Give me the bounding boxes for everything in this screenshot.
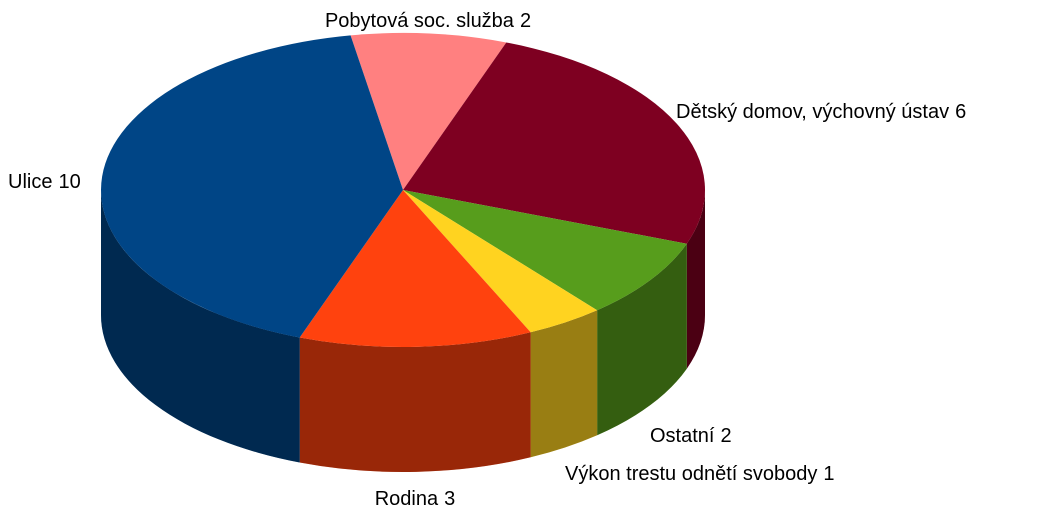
slice <box>350 32 507 190</box>
slice <box>299 190 531 347</box>
slice-label-value: 3 <box>444 488 455 510</box>
slice-label-value: 10 <box>58 171 80 193</box>
slice-label: Dětský domov, výchovný ústav 6 <box>676 101 966 123</box>
slice <box>403 42 705 244</box>
slice-side-shade <box>530 310 598 458</box>
slice <box>403 190 598 333</box>
slice <box>100 35 403 338</box>
slice-side-shade <box>597 243 687 436</box>
slice-label-value: 2 <box>720 425 731 447</box>
slice-label-name: Výkon trestu odnětí svobody <box>565 463 817 485</box>
slice-label: Rodina 3 <box>375 488 456 510</box>
slice-label: Ostatní 2 <box>650 425 732 447</box>
slice-side-shade <box>299 332 531 472</box>
slice-label-name: Ostatní <box>650 425 715 447</box>
slice-side <box>597 243 687 436</box>
slice-label: Ulice 10 <box>8 171 81 193</box>
slice-side <box>530 310 598 458</box>
slice-label: Výkon trestu odnětí svobody 1 <box>565 463 835 485</box>
slice-label-value: 1 <box>823 463 834 485</box>
slice-side <box>299 332 531 472</box>
slice-label-value: 6 <box>955 101 966 123</box>
slice-label-name: Dětský domov, výchovný ústav <box>676 101 949 123</box>
slice-side <box>101 190 300 463</box>
slice-side <box>686 190 705 369</box>
slice-side-shade <box>101 190 300 463</box>
slice <box>403 190 687 311</box>
slice-label-name: Pobytová soc. služba <box>325 10 515 32</box>
slice-label: Pobytová soc. služba 2 <box>325 10 531 32</box>
slice-label-value: 2 <box>520 10 531 32</box>
slice-label-name: Ulice <box>8 171 52 193</box>
slice-side-shade <box>686 190 705 369</box>
slice-label-name: Rodina <box>375 488 439 510</box>
